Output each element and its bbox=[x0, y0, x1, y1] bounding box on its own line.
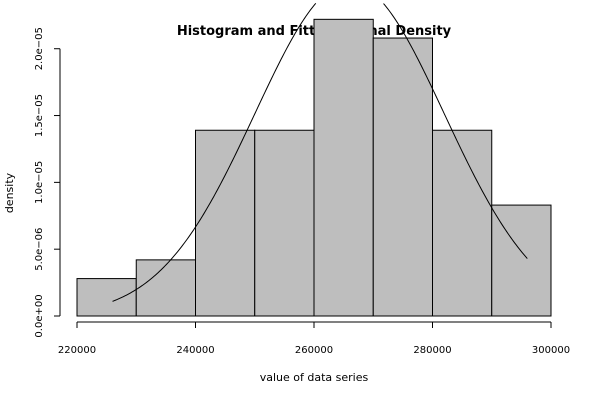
x-tick-label: 260000 bbox=[295, 345, 333, 356]
y-tick-label: 2.0e−05 bbox=[34, 27, 45, 70]
histogram-bar-4 bbox=[254, 129, 315, 317]
x-tick-label: 240000 bbox=[176, 345, 214, 356]
x-tick-label: 300000 bbox=[532, 345, 570, 356]
x-tick-label: 280000 bbox=[413, 345, 451, 356]
x-axis-label: value of data series bbox=[260, 371, 369, 384]
fitted-normal-curve bbox=[112, 2, 528, 302]
histogram-bar-2 bbox=[135, 259, 196, 317]
histogram-bar-1 bbox=[76, 278, 137, 317]
histogram-bars bbox=[76, 18, 552, 317]
x-tick-label: 220000 bbox=[58, 345, 96, 356]
y-tick-label: 5.0e−06 bbox=[34, 228, 45, 271]
histogram-bar-3 bbox=[195, 129, 256, 317]
y-tick-label: 1.5e−05 bbox=[34, 94, 45, 137]
x-axis: 220000 240000 260000 280000 300000 bbox=[58, 321, 570, 356]
y-tick-label: 1.0e−05 bbox=[34, 161, 45, 204]
y-axis-label: density bbox=[3, 172, 16, 213]
y-tick-label: 0.0e+00 bbox=[34, 294, 45, 337]
histogram-bar-5 bbox=[313, 18, 374, 317]
histogram-bar-6 bbox=[372, 37, 433, 317]
y-axis: 0.0e+00 5.0e−06 1.0e−05 1.5e−05 2.0e−05 bbox=[34, 27, 61, 338]
histogram-bar-7 bbox=[432, 129, 493, 317]
